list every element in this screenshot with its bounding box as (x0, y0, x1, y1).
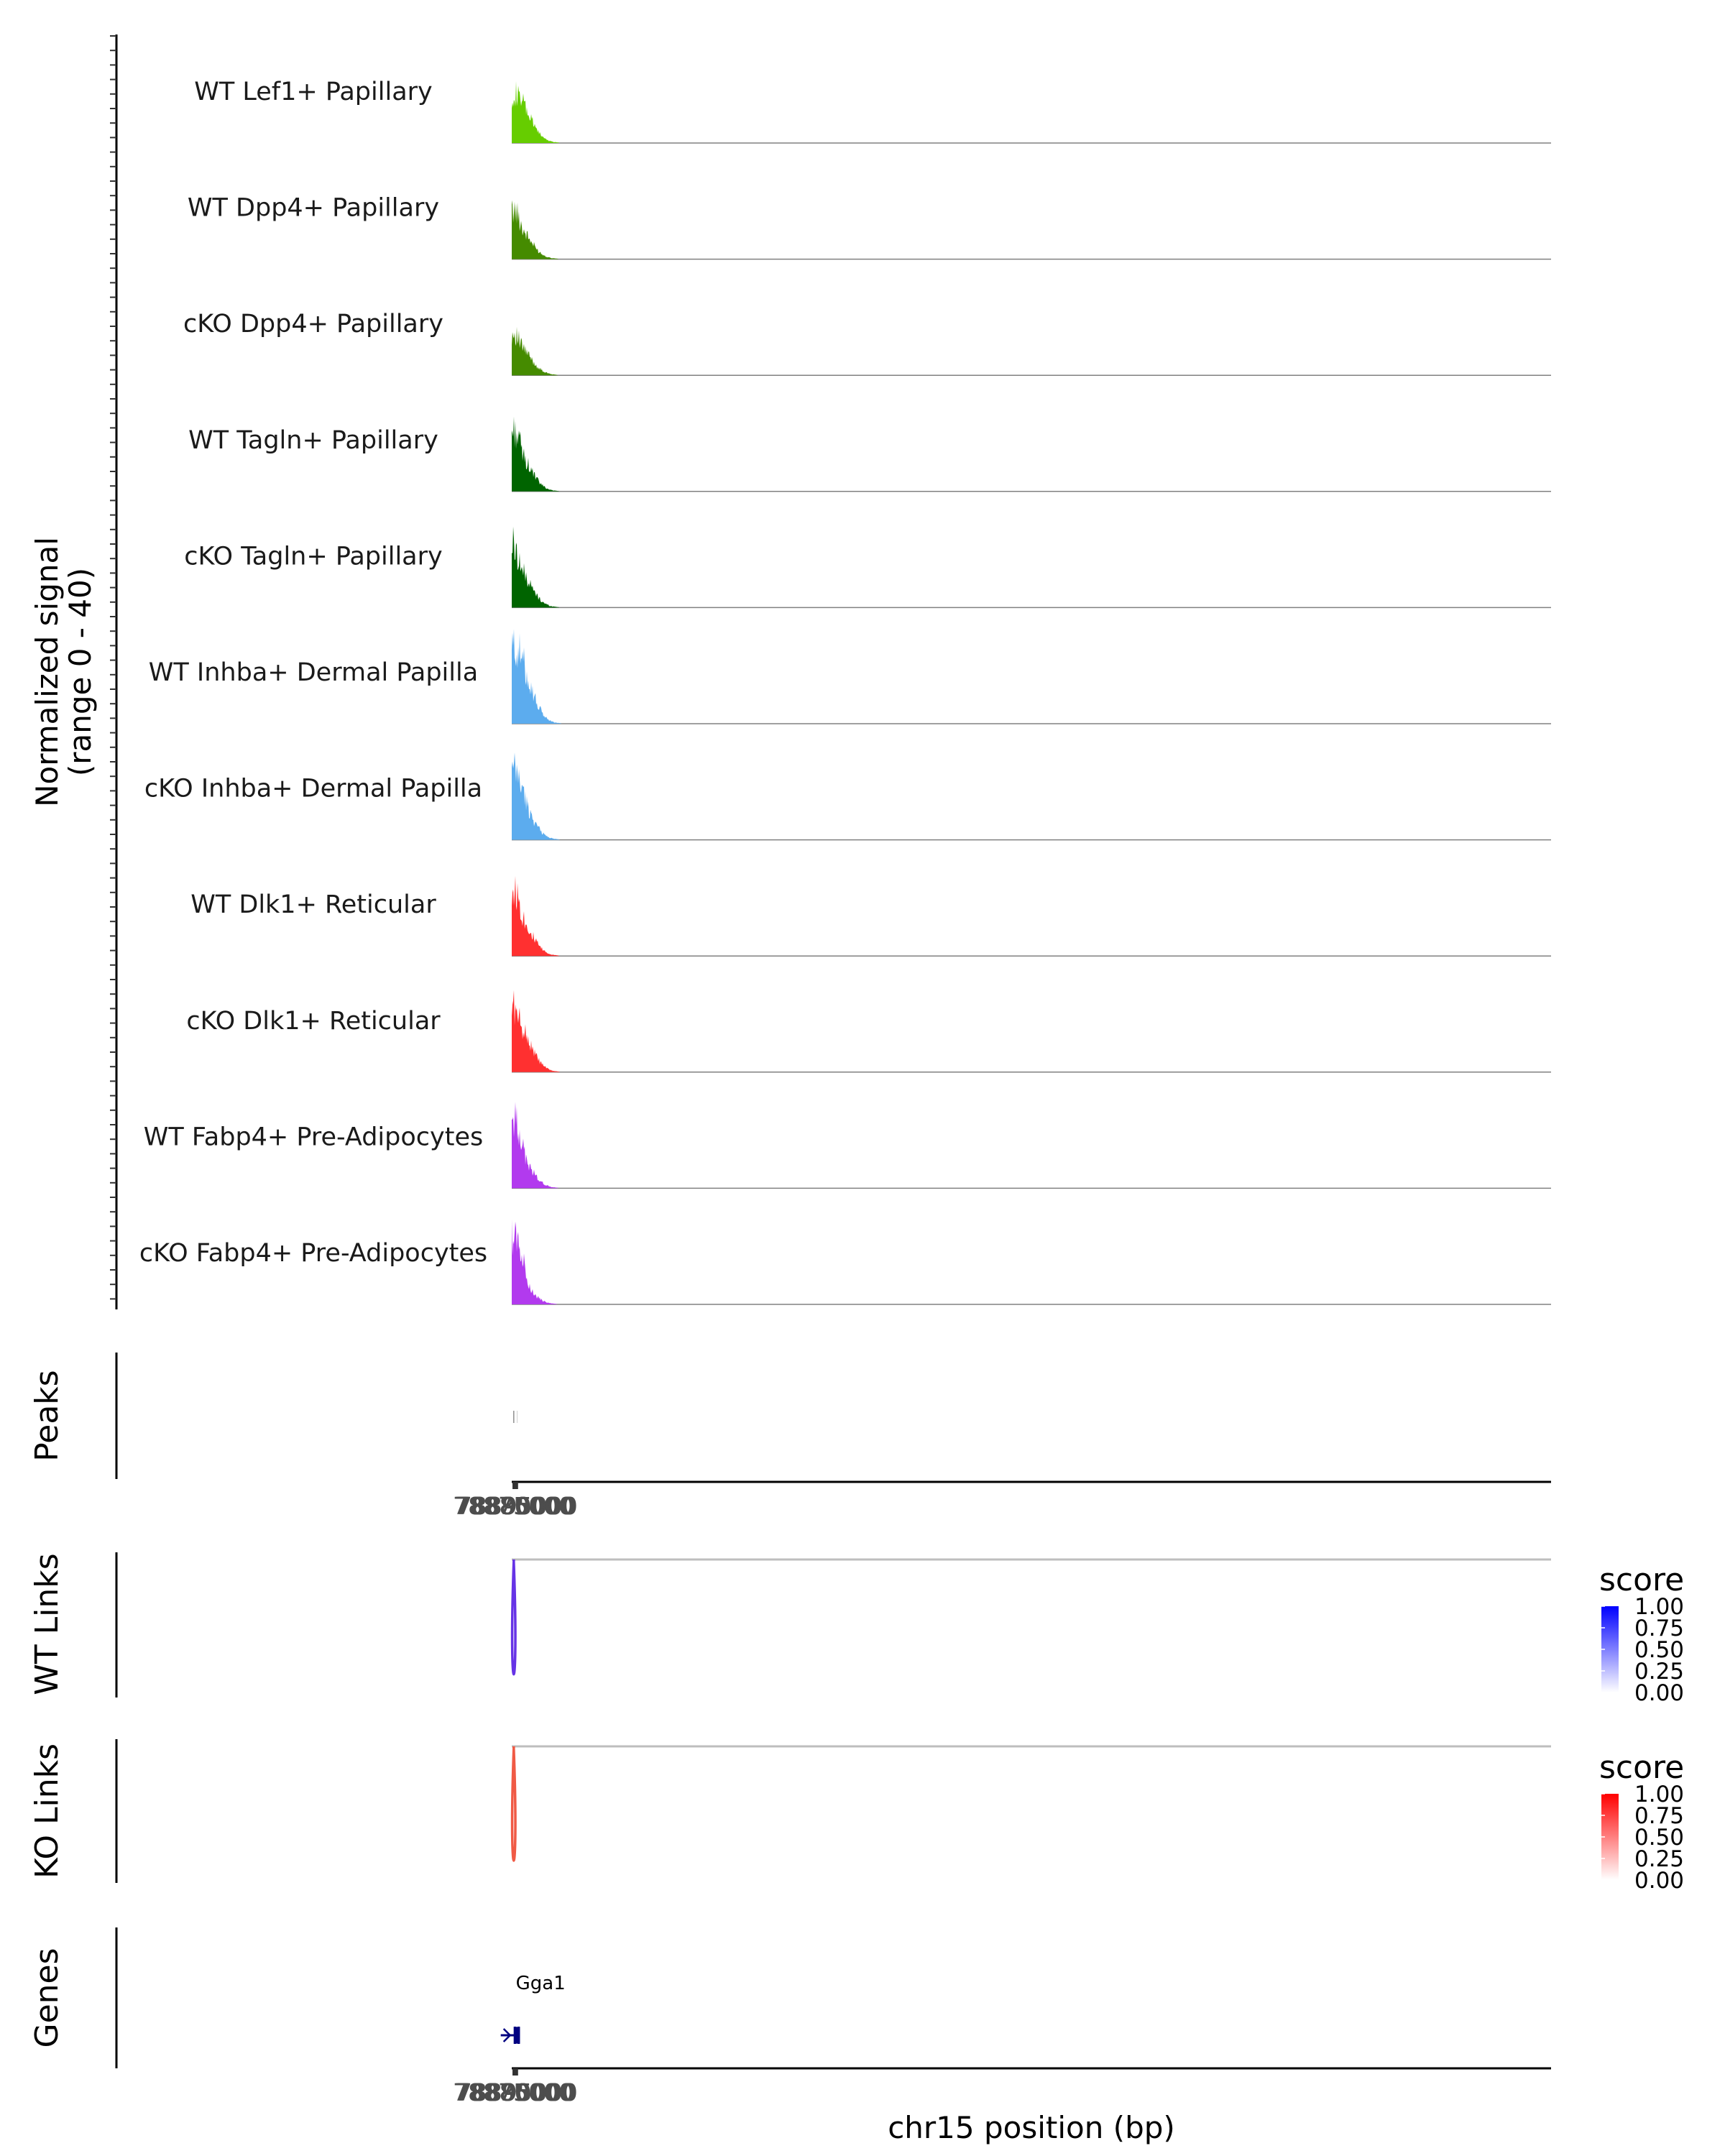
coverage-track: cKO Inhba+ Dermal Papilla (144, 752, 1551, 841)
coverage-track: cKO Dpp4+ Papillary (183, 310, 1551, 376)
y-axis-title: Normalized signal(range 0 - 40) (29, 537, 98, 807)
y-axis-title-line: Normalized signal (29, 537, 65, 807)
coverage-area (512, 1102, 1551, 1189)
coverage-track: WT Tagln+ Papillary (188, 416, 1551, 492)
coverage-area (512, 752, 1551, 840)
peaks-track: Peaks 78875000788800007888500078890000788… (29, 1353, 1551, 1520)
links-track-label: KO Links (29, 1743, 65, 1879)
score-legend-title: score (1599, 1749, 1684, 1786)
coverage-area (512, 990, 1551, 1072)
x-axis-tick-label: 78875000 (453, 2078, 574, 2106)
coverage-area (512, 875, 1551, 957)
links-track-label: WT Links (29, 1553, 65, 1695)
coverage-track-label: cKO Dpp4+ Papillary (183, 310, 443, 338)
peaks-track-label: Peaks (29, 1370, 65, 1461)
x-axis-tick-label: 78875000 (453, 1492, 574, 1520)
score-legend-label: 0.75 (1634, 1803, 1684, 1829)
strand-arrow (502, 2028, 512, 2042)
score-legend-label: 0.00 (1634, 1868, 1684, 1894)
x-axis-tick-label: 78880000 (454, 1492, 574, 1520)
score-legend-label: 0.00 (1634, 1680, 1684, 1706)
signal-y-axis-title: Normalized signal(range 0 - 40) (29, 537, 98, 807)
coverage-track: WT Lef1+ Papillary (194, 78, 1551, 144)
y-axis-title-line: (range 0 - 40) (63, 568, 98, 776)
coverage-track-label: WT Tagln+ Papillary (188, 426, 438, 455)
coverage-track-label: WT Lef1+ Papillary (194, 78, 433, 106)
x-axis-tick-label: 78890000 (456, 1492, 576, 1520)
coverage-track: WT Dpp4+ Papillary (188, 194, 1551, 260)
score-legend-label: 0.50 (1634, 1637, 1684, 1663)
x-axis-title: chr15 position (bp) (888, 2110, 1175, 2145)
coverage-track: cKO Tagln+ Papillary (184, 526, 1551, 609)
coverage-track-label: cKO Dlk1+ Reticular (186, 1007, 441, 1036)
coverage-area (512, 326, 1551, 376)
coverage-area (512, 526, 1551, 608)
x-axis-tick-label: 78885000 (455, 2078, 576, 2106)
coverage-track-label: WT Dlk1+ Reticular (190, 890, 436, 919)
coverage-track-label: cKO Inhba+ Dermal Papilla (144, 775, 482, 803)
score-legend-label: 1.00 (1634, 1782, 1684, 1807)
score-legend-label: 0.25 (1634, 1846, 1684, 1872)
peak-region (513, 1411, 515, 1423)
coverage-track: cKO Dlk1+ Reticular (186, 990, 1551, 1073)
coverage-track-label: WT Inhba+ Dermal Papilla (149, 658, 478, 687)
genes-track: Genes Gga1 7887500078880000788850007889000… (29, 1927, 1551, 2145)
coverage-area (512, 200, 1551, 259)
signal-y-axis (110, 34, 118, 1309)
coverage-track: WT Dlk1+ Reticular (190, 875, 1551, 957)
x-axis-tick-label: 78895000 (457, 2078, 578, 2106)
score-legend-title: score (1599, 1562, 1684, 1598)
x-axis-tick-label: 78895000 (457, 1492, 578, 1520)
coverage-area (512, 629, 1551, 724)
coverage-track-label: cKO Tagln+ Papillary (184, 542, 443, 571)
x-axis-tick-label: 78880000 (454, 2078, 574, 2106)
x-axis-tick-label: 78890000 (456, 2078, 576, 2106)
coverage-track-label: WT Fabp4+ Pre-Adipocytes (144, 1123, 483, 1151)
coverage-track-label: WT Dpp4+ Papillary (188, 194, 439, 223)
link-arc (510, 1559, 517, 1676)
exon (517, 2027, 520, 2044)
coverage-area (512, 416, 1551, 492)
score-legend-label: 0.50 (1634, 1825, 1684, 1851)
coverage-track: WT Inhba+ Dermal Papilla (149, 629, 1551, 724)
x-axis-tick-label: 78885000 (455, 1492, 576, 1520)
score-legend-label: 1.00 (1634, 1594, 1684, 1620)
coverage-track: WT Fabp4+ Pre-Adipocytes (144, 1102, 1551, 1189)
coverage-area (512, 1219, 1551, 1304)
coverage-track-label: cKO Fabp4+ Pre-Adipocytes (139, 1239, 487, 1268)
coverage-tracks: WT Lef1+ Papillary WT Dpp4+ Papillary cKO … (139, 78, 1551, 1305)
gene-name: Gga1 (516, 1973, 566, 1994)
score-legend-label: 0.25 (1634, 1659, 1684, 1685)
link-arc (510, 1746, 517, 1862)
coverage-area (512, 81, 1551, 143)
coverage-track: cKO Fabp4+ Pre-Adipocytes (139, 1219, 1551, 1305)
genes-track-label: Genes (29, 1948, 65, 2047)
score-legend-label: 0.75 (1634, 1616, 1684, 1641)
